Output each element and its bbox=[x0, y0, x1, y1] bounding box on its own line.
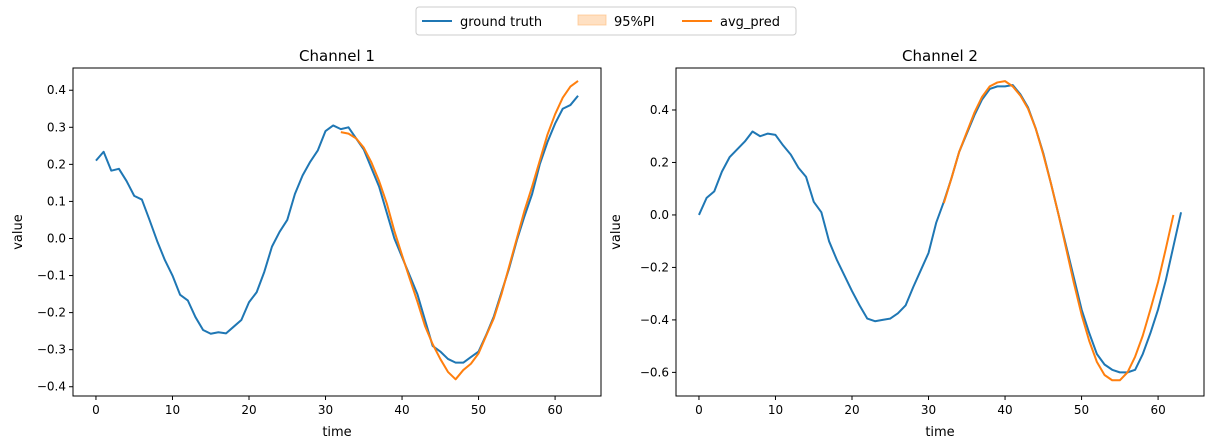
x-tick-label: 40 bbox=[997, 403, 1012, 417]
x-tick-label: 20 bbox=[844, 403, 859, 417]
y-tick-label: −0.6 bbox=[640, 365, 669, 379]
plot-area bbox=[698, 80, 1183, 382]
x-tick-label: 0 bbox=[695, 403, 703, 417]
y-axis-ticks: −0.6 −0.4 −0.2 0.0 0.2 0.4 bbox=[640, 103, 676, 379]
axes-frame bbox=[675, 67, 1205, 397]
x-tick-label: 60 bbox=[1150, 403, 1165, 417]
series-line-avg-pred bbox=[942, 80, 1175, 382]
y-tick-label: −0.1 bbox=[37, 269, 66, 283]
panel-channel-2: Channel 2 0 10 20 30 40 50 60 −0.6 −0.4 −0.2 0.0 0… bbox=[609, 47, 1205, 440]
x-tick-label: 40 bbox=[394, 403, 409, 417]
x-tick-label: 30 bbox=[318, 403, 333, 417]
x-tick-label: 10 bbox=[768, 403, 783, 417]
plot-area bbox=[95, 80, 579, 381]
y-tick-label: −0.2 bbox=[37, 306, 66, 320]
y-tick-label: 0.2 bbox=[47, 157, 66, 171]
legend-label-95pi: 95%PI bbox=[614, 15, 655, 30]
y-tick-label: −0.2 bbox=[640, 260, 669, 274]
y-tick-label: 0.2 bbox=[650, 155, 669, 169]
panel-title: Channel 1 bbox=[299, 47, 375, 65]
x-tick-label: 50 bbox=[471, 403, 486, 417]
x-tick-label: 30 bbox=[921, 403, 936, 417]
y-tick-label: 0.1 bbox=[47, 194, 66, 208]
x-tick-label: 10 bbox=[165, 403, 180, 417]
x-axis-label: time bbox=[322, 425, 351, 440]
y-tick-label: 0.0 bbox=[47, 231, 66, 245]
series-line-ground-truth bbox=[95, 95, 579, 364]
legend-label-avg-pred: avg_pred bbox=[720, 15, 780, 30]
legend-label-ground-truth: ground truth bbox=[460, 15, 542, 30]
y-tick-label: 0.3 bbox=[47, 120, 66, 134]
x-axis-ticks: 0 10 20 30 40 50 60 bbox=[92, 396, 563, 417]
y-tick-label: −0.3 bbox=[37, 343, 66, 357]
axes-frame bbox=[72, 67, 602, 397]
legend-swatch-95pi bbox=[577, 14, 607, 26]
y-tick-label: 0.4 bbox=[650, 103, 669, 117]
legend: ground truth 95%PI avg_pred bbox=[415, 6, 797, 36]
series-line-ground-truth bbox=[698, 84, 1183, 374]
y-axis-label: value bbox=[609, 214, 624, 250]
y-tick-label: −0.4 bbox=[37, 380, 66, 394]
y-tick-label: 0.4 bbox=[47, 83, 66, 97]
x-tick-label: 60 bbox=[547, 403, 562, 417]
series-line-avg-pred bbox=[340, 80, 579, 381]
y-axis-ticks: −0.4 −0.3 −0.2 −0.1 0.0 0.1 0.2 0.3 0.4 bbox=[37, 83, 73, 394]
x-axis-label: time bbox=[925, 425, 954, 440]
x-tick-label: 20 bbox=[241, 403, 256, 417]
x-tick-label: 50 bbox=[1074, 403, 1089, 417]
y-tick-label: −0.4 bbox=[640, 313, 669, 327]
panel-channel-1: Channel 1 0 10 20 30 40 50 60 −0.4 −0.3 −0.2 −0.1… bbox=[11, 47, 602, 440]
y-tick-label: 0.0 bbox=[650, 208, 669, 222]
y-axis-label: value bbox=[11, 214, 26, 250]
panel-title: Channel 2 bbox=[902, 47, 978, 65]
x-tick-label: 0 bbox=[92, 403, 100, 417]
x-axis-ticks: 0 10 20 30 40 50 60 bbox=[695, 396, 1166, 417]
